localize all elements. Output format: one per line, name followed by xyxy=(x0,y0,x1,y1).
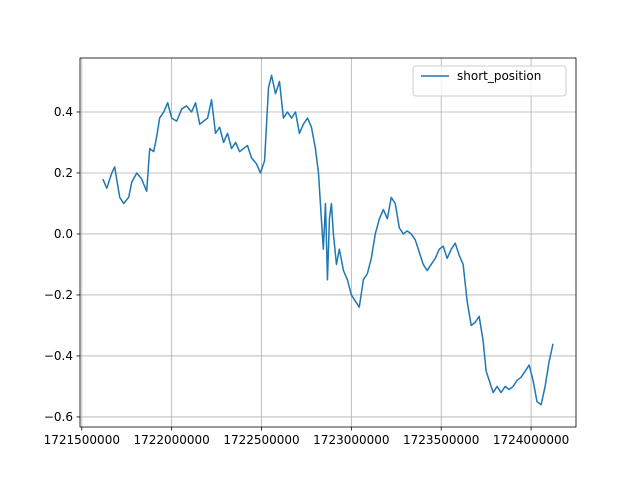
x-tick-label: 1723000000 xyxy=(313,433,389,447)
x-tick-label: 1723500000 xyxy=(403,433,479,447)
y-tick-label: 0.4 xyxy=(54,105,73,119)
y-tick-label: −0.6 xyxy=(44,410,73,424)
y-tick-label: 0.0 xyxy=(54,227,73,241)
x-tick-label: 1724000000 xyxy=(493,433,569,447)
legend-label: short_position xyxy=(457,69,541,83)
x-tick-label: 1721500000 xyxy=(44,433,120,447)
legend-box xyxy=(412,65,567,97)
y-tick-label: 0.2 xyxy=(54,166,73,180)
legend: short_position xyxy=(412,65,567,97)
x-tick-label: 1722500000 xyxy=(223,433,299,447)
y-tick-label: −0.4 xyxy=(44,349,73,363)
x-tick-label: 1722000000 xyxy=(133,433,209,447)
axes-frame xyxy=(79,57,577,428)
y-tick-label: −0.2 xyxy=(44,288,73,302)
data-line xyxy=(102,74,554,406)
